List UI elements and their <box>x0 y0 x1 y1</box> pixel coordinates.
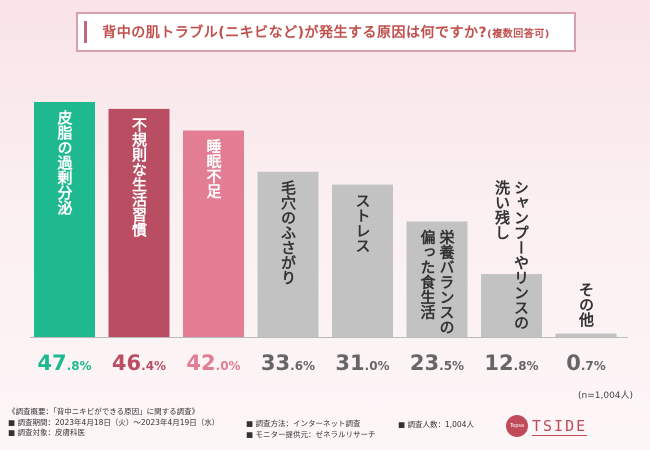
category-label-7-line-1: シャンプーやリンスの <box>512 180 530 330</box>
chart-title-box: 背中の肌トラブル(ニキビなど)が発生する原因は何ですか?(複数回答可) <box>76 12 576 52</box>
chart-title: 背中の肌トラブル(ニキビなど)が発生する原因は何ですか?(複数回答可) <box>102 22 550 42</box>
category-label-2: 不規則な生活習慣 <box>130 117 148 238</box>
bar-8 <box>555 333 617 337</box>
value-label-4: 33.6% <box>261 351 315 375</box>
bar-3 <box>183 130 244 337</box>
title-sub: (複数回答可) <box>487 29 550 40</box>
logo-badge: Tepsa <box>506 415 528 437</box>
value-label-8: 0.7% <box>566 351 606 375</box>
survey-overview: 《調査概要：「背中ニキビができる原因」に関する調査》 <box>8 407 200 416</box>
category-label-4: 毛穴のふさがり <box>279 179 297 285</box>
brand-logo: Tepsa TSIDE <box>506 415 636 437</box>
title-accent <box>84 21 87 43</box>
category-label-6-line-2: 偏った食生活 <box>419 229 437 321</box>
bar-2 <box>108 108 170 337</box>
survey-provider: ■ モニター提供元：ゼネラルリサーチ <box>246 429 376 439</box>
bar-7 <box>481 274 542 337</box>
bar-6 <box>406 221 468 337</box>
category-label-5: ストレス <box>354 193 372 253</box>
value-label-3: 42.0% <box>186 351 240 375</box>
category-label-3: 睡眠不足 <box>205 138 223 200</box>
value-label-6: 23.5% <box>410 351 464 375</box>
survey-count: ■ 調査人数：1,004人 <box>398 420 474 429</box>
value-label-1: 47.8% <box>37 351 91 375</box>
title-main: 背中の肌トラブル(ニキビなど)が発生する原因は何ですか? <box>102 25 488 41</box>
survey-method: ■ 調査方法：インターネット調査 <box>246 419 361 428</box>
value-label-5: 31.0% <box>335 351 389 375</box>
logo-word: TSIDE <box>532 416 588 436</box>
value-label-2: 46.4% <box>112 351 166 375</box>
survey-footer: 《調査概要：「背中ニキビができる原因」に関する調査》 ■ 調査期間：2023年4… <box>8 407 219 439</box>
bar-5 <box>332 184 393 337</box>
bar-1 <box>34 102 95 337</box>
survey-target: ■ 調査対象：皮膚科医 <box>8 428 85 437</box>
category-label-8: その他 <box>577 282 595 328</box>
survey-footer-2: ■ 調査方法：インターネット調査 ■ モニター提供元：ゼネラルリサーチ <box>246 419 375 440</box>
chart-baseline <box>30 337 628 338</box>
bar-4 <box>257 171 319 337</box>
category-label-7-line-2: 洗い残し <box>493 179 511 240</box>
sample-size-note: (n=1,004人) <box>578 391 634 401</box>
survey-period: ■ 調査期間：2023年4月18日（火）〜2023年4月19日（水） <box>8 417 220 427</box>
category-label-1: 皮脂の過剰分泌 <box>56 109 74 216</box>
category-label-6-line-1: 栄養バランスの <box>438 229 456 335</box>
value-label-7: 12.8% <box>484 351 538 375</box>
